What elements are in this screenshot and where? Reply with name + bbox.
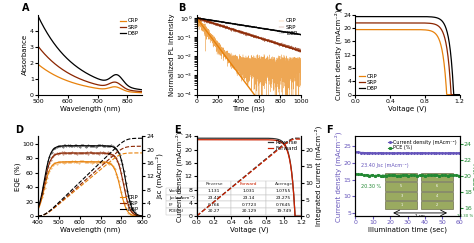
Forward	[259, 138, 265, 141]
Text: E: E	[173, 125, 180, 135]
X-axis label: Time (ns): Time (ns)	[232, 105, 265, 112]
X-axis label: Illumination time (sec): Illumination time (sec)	[368, 227, 447, 233]
Reverse	[194, 137, 200, 140]
Legend: CRP, SRP, DBP: CRP, SRP, DBP	[119, 17, 139, 37]
PCE (%)	[353, 173, 358, 175]
Line: Forward: Forward	[197, 140, 301, 216]
Text: F: F	[326, 125, 333, 135]
Reverse	[259, 137, 265, 140]
PCE (%)	[354, 172, 359, 175]
Forward	[298, 215, 304, 218]
Forward	[235, 138, 241, 141]
Current density (mAcm⁻²)	[415, 152, 421, 155]
Y-axis label: Current density (mAcm⁻²): Current density (mAcm⁻²)	[334, 9, 342, 100]
Current density (mAcm⁻²)	[417, 151, 422, 154]
Legend: Current density (mAcm⁻²), PCE (%): Current density (mAcm⁻²), PCE (%)	[387, 139, 457, 151]
X-axis label: Wavelength (nm): Wavelength (nm)	[60, 227, 120, 233]
Y-axis label: Current density (mAcm⁻²): Current density (mAcm⁻²)	[335, 131, 342, 222]
Line: PCE (%): PCE (%)	[355, 173, 461, 177]
PCE (%)	[448, 174, 454, 177]
PCE (%)	[457, 174, 463, 177]
Y-axis label: Jsc (mAcm⁻²): Jsc (mAcm⁻²)	[156, 153, 164, 199]
Y-axis label: Current density (mAcm⁻²): Current density (mAcm⁻²)	[175, 131, 183, 222]
Text: D: D	[15, 125, 23, 135]
Forward	[270, 139, 275, 141]
Current density (mAcm⁻²)	[447, 151, 453, 154]
Text: 23.40 Jsc (mAcm⁻²): 23.40 Jsc (mAcm⁻²)	[361, 163, 408, 168]
Text: 20.30 %: 20.30 %	[361, 184, 381, 189]
Line: Reverse: Reverse	[197, 138, 301, 216]
PCE (%)	[417, 174, 423, 177]
Legend: CRP, SRP, DBP: CRP, SRP, DBP	[278, 17, 298, 37]
Reverse	[298, 215, 304, 218]
Text: C: C	[335, 3, 342, 13]
Reverse	[292, 215, 298, 218]
Reverse	[235, 137, 241, 140]
Y-axis label: Absorbance: Absorbance	[22, 34, 28, 75]
Forward	[206, 138, 212, 141]
X-axis label: Wavelength (nm): Wavelength (nm)	[60, 105, 120, 112]
Forward	[292, 215, 298, 218]
Current density (mAcm⁻²)	[353, 150, 358, 153]
Reverse	[228, 137, 234, 140]
Current density (mAcm⁻²)	[353, 150, 358, 153]
Legend: CRP, SRP, DBP: CRP, SRP, DBP	[358, 72, 379, 92]
Text: B: B	[178, 3, 185, 13]
PCE (%)	[372, 175, 377, 178]
Current density (mAcm⁻²)	[415, 151, 420, 154]
Forward	[269, 139, 275, 141]
Legend: CRP, SRP, DBP: CRP, SRP, DBP	[119, 194, 139, 214]
Forward	[228, 138, 234, 141]
Reverse	[269, 137, 275, 140]
Legend: Reverse, Forward: Reverse, Forward	[267, 139, 298, 152]
Text: A: A	[22, 3, 30, 13]
Y-axis label: EQE (%): EQE (%)	[14, 162, 21, 191]
Current density (mAcm⁻²)	[457, 151, 463, 154]
Y-axis label: Integrated current (mAcm⁻²): Integrated current (mAcm⁻²)	[314, 126, 322, 226]
Current density (mAcm⁻²)	[375, 152, 381, 155]
Current density (mAcm⁻²)	[441, 152, 447, 155]
PCE (%)	[441, 174, 447, 177]
PCE (%)	[415, 174, 421, 177]
PCE (%)	[415, 174, 421, 177]
Y-axis label: Normalized PL Intensity: Normalized PL Intensity	[169, 13, 175, 96]
Reverse	[206, 137, 212, 140]
X-axis label: Voltage (V): Voltage (V)	[388, 105, 427, 112]
Reverse	[270, 137, 275, 140]
PCE (%)	[353, 173, 358, 175]
Line: Current density (mAcm⁻²): Current density (mAcm⁻²)	[355, 151, 461, 154]
Forward	[194, 138, 200, 141]
X-axis label: Voltage (V): Voltage (V)	[229, 227, 268, 233]
